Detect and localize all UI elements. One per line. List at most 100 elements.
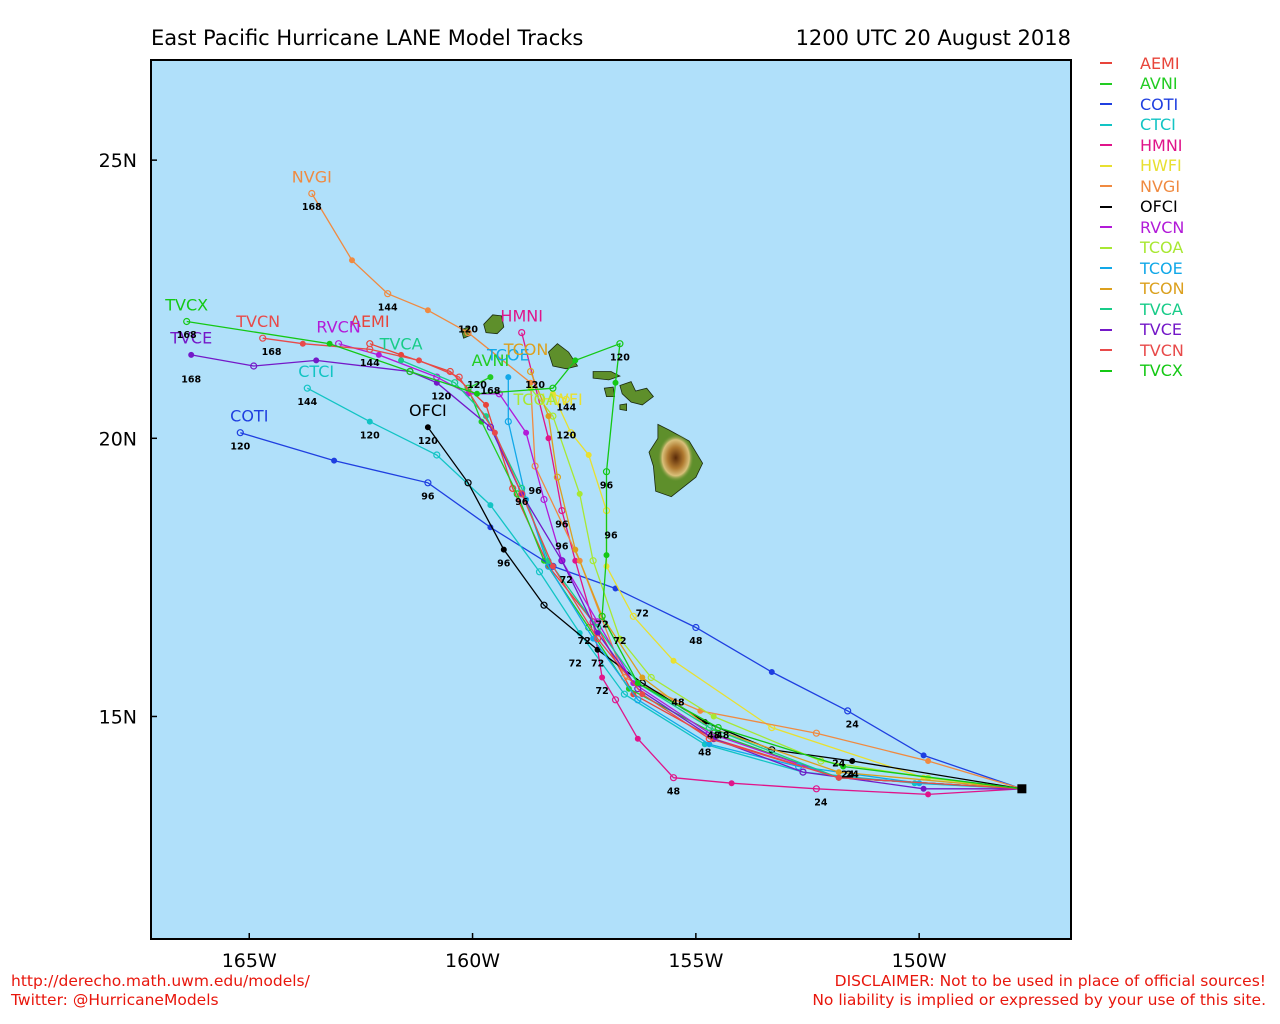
legend-item-nvgi: NVGI (1100, 176, 1185, 197)
forecast-hour-label: 168 (181, 375, 201, 386)
forecast-hour-label: 72 (560, 575, 573, 586)
legend-item-tcoe: TCOE (1100, 258, 1185, 279)
track-point (367, 419, 372, 424)
legend-item-tcon: TCON (1100, 279, 1185, 300)
legend-swatch (1100, 144, 1112, 146)
track-name-label-ofci: OFCI (409, 401, 447, 420)
legend-swatch (1100, 349, 1112, 351)
legend-label: TVCE (1140, 320, 1182, 339)
track-name-label-ctci: CTCI (298, 362, 334, 381)
legend-label: HWFI (1140, 156, 1182, 175)
track-name-label-tcon: TCON (503, 340, 549, 359)
forecast-hour-label: 96 (604, 530, 618, 541)
track-point (488, 503, 493, 508)
legend-swatch (1100, 206, 1112, 208)
track-point (640, 692, 645, 697)
track-point (524, 430, 529, 435)
forecast-hour-label: 120 (418, 436, 438, 447)
y-tick-label: 15N (99, 706, 137, 728)
track-point (769, 670, 774, 675)
track-point (189, 353, 194, 358)
track-point (426, 425, 431, 430)
track-point (729, 781, 734, 786)
forecast-hour-label: 144 (378, 302, 398, 313)
track-name-label-coti: COTI (230, 407, 268, 426)
forecast-hour-label: 96 (600, 480, 614, 491)
legend-swatch (1100, 288, 1112, 290)
y-tick-label: 20N (99, 428, 137, 450)
legend-label: COTI (1140, 95, 1178, 114)
track-point (332, 458, 337, 463)
track-point (850, 759, 855, 764)
track-point (613, 380, 618, 385)
forecast-hour-label: 168 (480, 386, 500, 397)
legend-label: TCOE (1140, 259, 1183, 278)
legend-swatch (1100, 226, 1112, 228)
legend-swatch (1100, 103, 1112, 105)
legend-item-tvcn: TVCN (1100, 340, 1185, 361)
track-point (604, 553, 609, 558)
legend-label: AEMI (1140, 54, 1180, 73)
track-name-label-nvgi: NVGI (292, 167, 332, 186)
forecast-hour-label: 48 (689, 636, 703, 647)
legend-item-tvca: TVCA (1100, 299, 1185, 320)
track-point (921, 786, 926, 791)
legend-item-rvcn: RVCN (1100, 217, 1185, 238)
legend-label: HMNI (1140, 136, 1183, 155)
legend-label: TCON (1140, 279, 1185, 298)
track-name-label-tvcx: TVCX (164, 295, 208, 314)
forecast-hour-label: 72 (595, 686, 608, 697)
legend-item-avni: AVNI (1100, 74, 1185, 95)
track-point (484, 403, 489, 408)
track-point (493, 430, 498, 435)
track-point (586, 453, 591, 458)
track-point (921, 753, 926, 758)
legend-item-hwfi: HWFI (1100, 156, 1185, 177)
track-name-label-tvca: TVCA (379, 334, 423, 353)
legend-item-aemi: AEMI (1100, 53, 1185, 74)
track-name-label-hmni: HMNI (500, 307, 543, 326)
footer-source: http://derecho.math.uwm.edu/models/ Twit… (11, 972, 310, 1010)
forecast-hour-label: 168 (262, 347, 282, 358)
legend-swatch (1100, 370, 1112, 372)
legend-swatch (1100, 124, 1112, 126)
track-point (546, 414, 551, 419)
disclaimer-line-2: No liability is implied or expressed by … (812, 991, 1266, 1010)
track-point (417, 358, 422, 363)
track-point (501, 547, 506, 552)
y-tick-label: 25N (99, 150, 137, 172)
forecast-hour-label: 144 (297, 397, 317, 408)
forecast-hour-label: 48 (667, 786, 681, 797)
track-point (573, 358, 578, 363)
legend-label: RVCN (1140, 218, 1184, 237)
forecast-hour-label: 72 (595, 620, 608, 631)
disclaimer-line-1: DISCLAIMER: Not to be used in place of o… (812, 972, 1266, 991)
track-point (926, 792, 931, 797)
legend-label: TVCN (1140, 341, 1184, 360)
track-point (350, 258, 355, 263)
forecast-hour-label: 96 (555, 542, 569, 553)
ocean-background (151, 60, 1071, 939)
track-point (711, 714, 716, 719)
legend-item-hmni: HMNI (1100, 135, 1185, 156)
footer-url[interactable]: http://derecho.math.uwm.edu/models/ (11, 972, 310, 991)
forecast-hour-label: 48 (698, 747, 712, 758)
legend-swatch (1100, 185, 1112, 187)
legend-item-tvcx: TVCX (1100, 361, 1185, 382)
track-point (426, 308, 431, 313)
track-point (488, 375, 493, 380)
legend-swatch (1100, 267, 1112, 269)
forecast-hour-label: 72 (569, 658, 582, 669)
track-point (573, 547, 578, 552)
forecast-hour-label: 120 (230, 441, 250, 452)
forecast-hour-label: 24 (846, 720, 860, 731)
forecast-hour-label: 96 (515, 497, 529, 508)
forecast-hour-label: 120 (610, 352, 630, 363)
track-point (640, 675, 645, 680)
track-point (926, 759, 931, 764)
forecast-hour-label: 24 (814, 798, 828, 809)
legend-item-coti: COTI (1100, 94, 1185, 115)
legend-label: NVGI (1140, 177, 1180, 196)
forecast-hour-label: 72 (613, 636, 626, 647)
track-name-label-tcoa: TCOA (512, 390, 556, 409)
